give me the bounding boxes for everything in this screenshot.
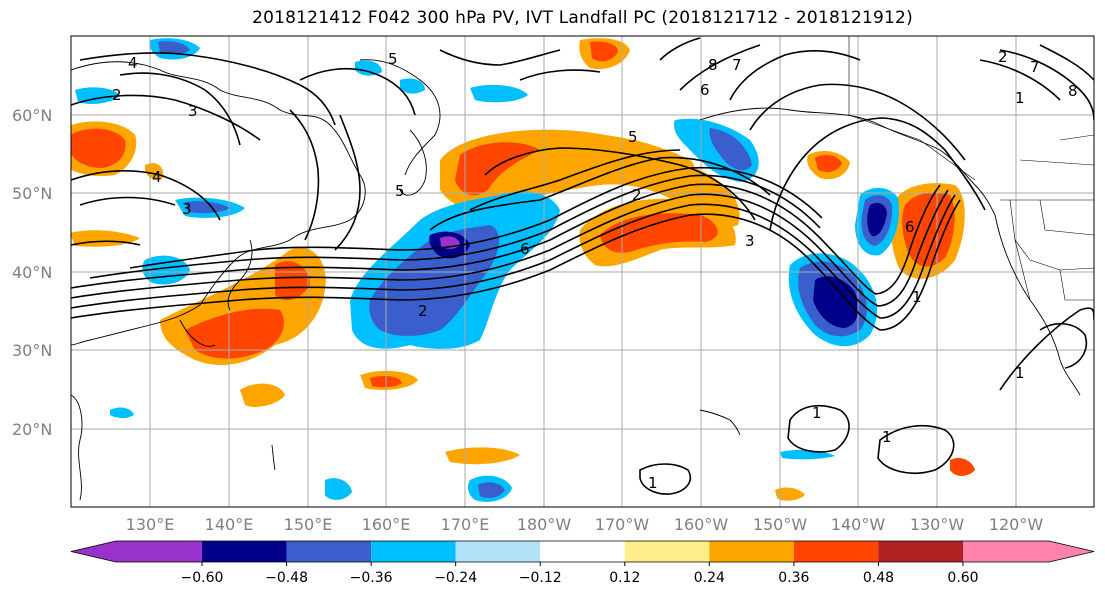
lat-label: 30°N xyxy=(12,341,52,360)
map-title: 2018121412 F042 300 hPa PV, IVT Landfall… xyxy=(252,8,913,28)
positive-anomaly xyxy=(775,487,805,501)
positive-anomaly xyxy=(71,128,126,168)
colorbar-tick-label: 0.36 xyxy=(778,570,809,586)
negative-anomaly xyxy=(369,225,500,336)
negative-anomaly xyxy=(185,201,230,214)
colorbar-labels: −0.60 −0.48 −0.36 −0.24 −0.12 0.12 0.24 0.36 0.4… xyxy=(181,570,979,586)
colorbar-segment xyxy=(540,541,625,562)
colorbar-segment xyxy=(116,541,202,562)
contour-label: 2 xyxy=(998,48,1008,66)
negative-anomaly xyxy=(478,482,505,498)
contour-labels: 4 5 3 2 5 4 3 2 5 6 2 3 6 7 8 1 6 1 1 1 … xyxy=(112,48,1078,492)
contour-label: 4 xyxy=(152,168,162,186)
colorbar-tick-label: 0.48 xyxy=(863,570,894,586)
positive-anomaly xyxy=(950,458,975,476)
contour-label: 7 xyxy=(1030,58,1040,76)
colorbar-tick-label: −0.36 xyxy=(350,570,393,586)
negative-anomaly xyxy=(355,60,382,76)
contour-label: 1 xyxy=(882,428,892,446)
lon-label: 130°E xyxy=(126,515,175,534)
lon-label: 150°W xyxy=(753,515,808,534)
positive-anomaly xyxy=(445,447,520,465)
contour-label: 8 xyxy=(708,56,718,74)
colorbar-tick-label: −0.12 xyxy=(519,570,562,586)
contour-label: 6 xyxy=(520,240,530,258)
latitude-labels: 60°N 50°N 40°N 30°N 20°N xyxy=(12,106,52,439)
lat-label: 50°N xyxy=(12,184,52,203)
contour-label: 5 xyxy=(628,128,638,146)
negative-anomaly xyxy=(470,84,528,103)
positive-anomaly xyxy=(815,154,842,172)
coastlines xyxy=(71,59,1081,501)
colorbar-extend-right xyxy=(1049,541,1094,562)
lon-label: 140°W xyxy=(831,515,886,534)
positive-anomaly xyxy=(560,133,695,172)
negative-anomaly xyxy=(110,407,134,419)
lon-label: 160°E xyxy=(362,515,411,534)
contour-label: 2 xyxy=(112,86,122,104)
colorbar-outline xyxy=(70,540,1095,563)
positive-anomaly xyxy=(240,383,285,407)
colorbar-segment xyxy=(624,541,710,562)
contour-label: 4 xyxy=(128,54,138,72)
colorbar-tick-label: 0.60 xyxy=(947,570,978,586)
negative-anomaly xyxy=(325,478,352,500)
contour-lines xyxy=(71,37,1094,495)
contour-label: 3 xyxy=(188,102,198,120)
contour-label: 1 xyxy=(812,404,822,422)
contour-label: 3 xyxy=(745,232,755,250)
lon-label: 170°W xyxy=(595,515,650,534)
colorbar-tick-label: −0.60 xyxy=(181,570,224,586)
lat-label: 20°N xyxy=(12,420,52,439)
colorbar-segment xyxy=(963,541,1049,562)
positive-anomaly xyxy=(275,261,310,301)
lon-label: 140°E xyxy=(205,515,254,534)
colorbar-segment xyxy=(793,541,879,562)
contour-label: 5 xyxy=(395,182,405,200)
colorbar xyxy=(70,540,1095,566)
map-frame xyxy=(70,35,1095,508)
contour-label: 1 xyxy=(912,288,922,306)
colorbar-tick-label: 0.12 xyxy=(609,570,640,586)
lon-label: 160°W xyxy=(674,515,729,534)
contour-label: 6 xyxy=(905,218,915,236)
positive-anomaly xyxy=(590,41,618,62)
contour-label: 6 xyxy=(700,81,710,99)
colorbar-segment xyxy=(455,541,541,562)
contour-label: 5 xyxy=(388,50,398,68)
negative-anomaly xyxy=(867,202,887,237)
contour-label: 3 xyxy=(182,200,192,218)
colorbar-tick-label: −0.24 xyxy=(434,570,477,586)
negative-anomaly xyxy=(709,128,752,171)
lon-label: 180°W xyxy=(517,515,572,534)
lat-label: 60°N xyxy=(12,106,52,125)
colorbar-segment xyxy=(709,541,794,562)
colorbar-segment xyxy=(371,541,456,562)
colorbar-segment xyxy=(286,541,372,562)
contour-label: 2 xyxy=(632,186,642,204)
longitude-labels: 130°E 140°E 150°E 160°E 170°E 180°W 170°… xyxy=(126,515,1044,534)
contour-label: 8 xyxy=(1068,82,1078,100)
colorbar-tick-label: −0.48 xyxy=(265,570,308,586)
contour-label: 2 xyxy=(418,302,428,320)
negative-anomaly xyxy=(400,78,425,94)
contour-label: 1 xyxy=(648,474,658,492)
contour-label: 1 xyxy=(1015,89,1025,107)
lon-label: 150°E xyxy=(284,515,333,534)
map-content: 4 5 3 2 5 4 3 2 5 6 2 3 6 7 8 1 6 1 1 1 … xyxy=(71,36,1094,507)
lon-label: 130°W xyxy=(910,515,965,534)
contour-label: 7 xyxy=(732,56,742,74)
colorbar-segment xyxy=(202,541,287,562)
colorbar-extend-left xyxy=(71,541,116,562)
negative-anomaly xyxy=(158,41,190,55)
colorbar-segment xyxy=(878,541,963,562)
colorbar-tick-label: 0.24 xyxy=(694,570,725,586)
lon-label: 120°W xyxy=(989,515,1044,534)
contour-label: 1 xyxy=(1015,364,1025,382)
lat-label: 40°N xyxy=(12,263,52,282)
lon-label: 170°E xyxy=(441,515,490,534)
